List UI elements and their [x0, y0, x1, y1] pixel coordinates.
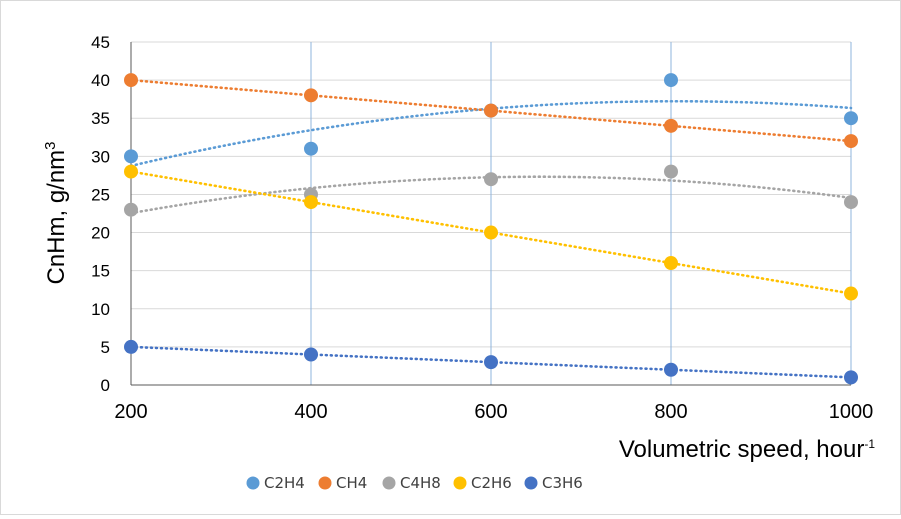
y-tick-label: 15 — [91, 262, 110, 281]
point-c4h8 — [844, 195, 858, 210]
point-ch4 — [124, 73, 138, 88]
y-tick-label: 45 — [91, 33, 110, 52]
x-axis-label-text: Volumetric speed, hour — [619, 436, 864, 463]
legend-marker — [382, 476, 396, 490]
x-axis-label-superscript: -1 — [864, 437, 875, 451]
y-tick-label: 5 — [101, 338, 110, 357]
point-c2h6 — [484, 225, 498, 240]
legend-item-ch4: CH4 — [318, 474, 367, 492]
legend-label: C2H6 — [471, 474, 512, 492]
point-c2h4 — [304, 141, 318, 156]
point-c2h6 — [124, 164, 138, 179]
y-tick-label: 10 — [91, 300, 110, 319]
point-ch4 — [844, 134, 858, 149]
legend-marker — [246, 476, 260, 490]
legend-item-c2h4: C2H4 — [246, 474, 305, 492]
legend-item-c3h6: C3H6 — [524, 474, 583, 492]
point-c4h8 — [124, 202, 138, 217]
grid — [130, 41, 852, 386]
point-c2h6 — [844, 286, 858, 301]
point-c3h6 — [664, 362, 678, 377]
point-c2h4 — [124, 149, 138, 164]
legend-marker — [318, 476, 332, 490]
y-axis-label-text: CnHm, g/nm — [43, 150, 70, 285]
point-c3h6 — [484, 355, 498, 370]
x-tick-label: 200 — [114, 401, 147, 423]
legend-label: CH4 — [336, 474, 367, 492]
y-tick-label: 40 — [91, 71, 110, 90]
point-c2h4 — [844, 111, 858, 126]
x-tick-labels: 200 400 600 800 1000 — [114, 401, 873, 423]
point-ch4 — [484, 103, 498, 118]
legend-item-c2h6: C2H6 — [453, 474, 512, 492]
x-tick-label: 800 — [654, 401, 687, 423]
y-tick-label: 35 — [91, 109, 110, 128]
point-c3h6 — [124, 339, 138, 354]
legend-label: C3H6 — [542, 474, 583, 492]
x-tick-label: 400 — [294, 401, 327, 423]
point-c3h6 — [304, 347, 318, 362]
x-tick-label: 600 — [474, 401, 507, 423]
y-tick-label: 20 — [91, 224, 110, 243]
point-c2h6 — [664, 256, 678, 271]
x-axis-label: Volumetric speed, hour-1 — [619, 436, 875, 463]
point-ch4 — [304, 88, 318, 103]
point-c4h8 — [484, 172, 498, 187]
x-tick-label: 1000 — [829, 401, 874, 423]
legend-marker — [524, 476, 538, 490]
y-tick-labels: 0 5 10 15 20 25 30 35 40 45 — [91, 33, 110, 395]
y-axis-label-superscript: 3 — [42, 141, 59, 149]
legend-label: C2H4 — [264, 474, 305, 492]
y-tick-label: 30 — [91, 147, 110, 166]
point-c2h4 — [664, 73, 678, 88]
point-ch4 — [664, 118, 678, 133]
y-axis-label: CnHm, g/nm3 — [42, 141, 70, 284]
point-c4h8 — [664, 164, 678, 179]
point-c3h6 — [844, 370, 858, 385]
point-c2h6 — [304, 195, 318, 210]
legend-label: C4H8 — [400, 474, 441, 492]
legend-marker — [453, 476, 467, 490]
y-tick-label: 0 — [101, 376, 110, 395]
y-tick-label: 25 — [91, 185, 110, 204]
legend: C2H4 CH4 C4H8 C2H6 C3H6 — [246, 474, 583, 492]
data-points — [124, 73, 858, 385]
legend-item-c4h8: C4H8 — [382, 474, 441, 492]
